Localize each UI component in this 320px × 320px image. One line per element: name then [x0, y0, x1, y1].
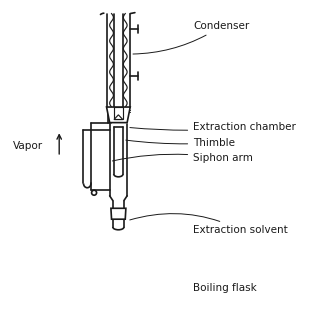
Polygon shape	[114, 107, 123, 119]
Text: Extraction chamber: Extraction chamber	[130, 122, 296, 132]
Polygon shape	[107, 107, 130, 123]
Polygon shape	[111, 208, 126, 219]
Text: Extraction solvent: Extraction solvent	[130, 214, 288, 235]
Text: Thimble: Thimble	[126, 138, 235, 148]
Text: Condenser: Condenser	[133, 21, 249, 54]
Text: Siphon arm: Siphon arm	[112, 154, 253, 164]
Circle shape	[92, 190, 97, 195]
Text: Boiling flask: Boiling flask	[193, 283, 257, 293]
Polygon shape	[114, 115, 123, 119]
Text: Vapor: Vapor	[12, 141, 43, 151]
